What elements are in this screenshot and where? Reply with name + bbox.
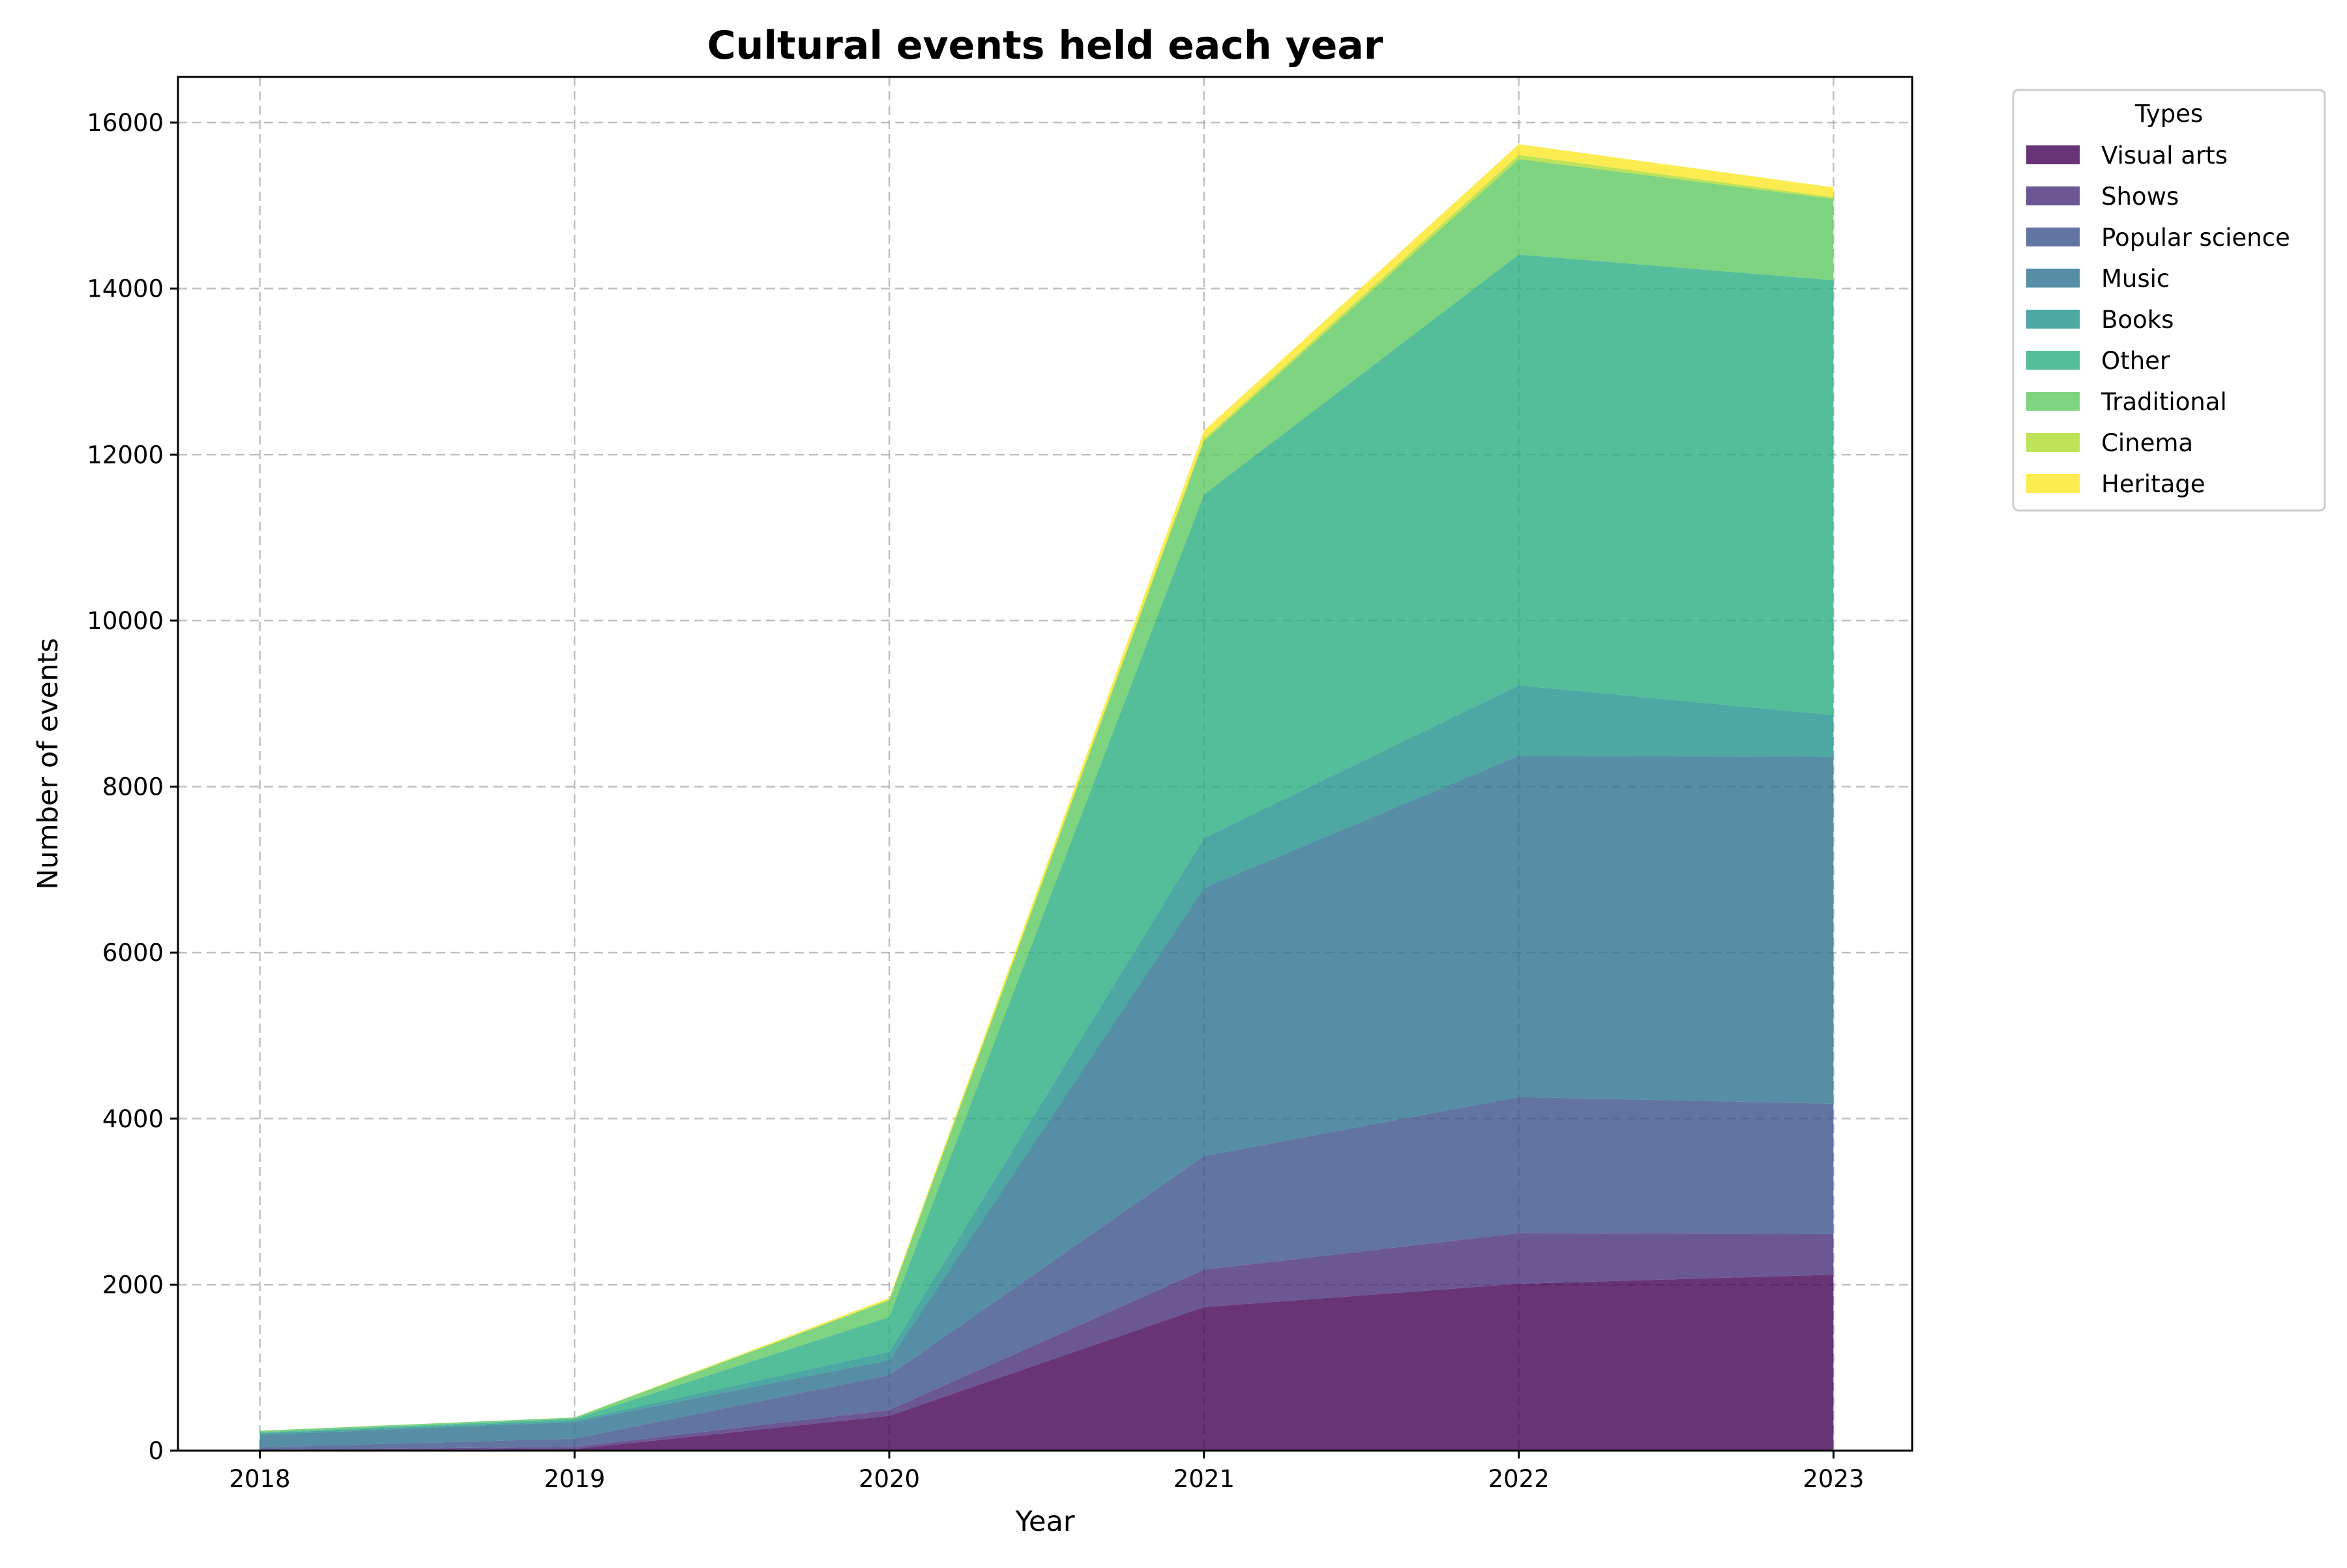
legend-label: Heritage <box>2101 470 2206 498</box>
legend-label: Shows <box>2101 183 2179 211</box>
y-tick-label: 4000 <box>102 1105 164 1133</box>
x-tick-label: 2020 <box>859 1465 920 1493</box>
legend-swatch <box>2026 269 2080 288</box>
area-music <box>259 756 1834 1447</box>
legend-label: Music <box>2101 265 2170 293</box>
x-tick-label: 2022 <box>1488 1465 1549 1493</box>
x-tick-label: 2021 <box>1174 1465 1235 1493</box>
area-popular-science <box>259 1097 1834 1450</box>
x-tick-label: 2018 <box>229 1465 290 1493</box>
x-axis-label: Year <box>1014 1505 1074 1538</box>
plot-frame <box>177 76 1913 1452</box>
x-tick-label: 2023 <box>1803 1465 1864 1493</box>
area-other <box>259 254 1834 1434</box>
y-tick-label: 14000 <box>87 275 164 303</box>
y-tick-label: 2000 <box>102 1271 164 1299</box>
y-tick-label: 8000 <box>102 773 164 801</box>
legend-entries: Visual arts Shows Popular science Music Book… <box>2026 141 2290 498</box>
legend-swatch <box>2026 186 2080 205</box>
y-tick-label: 16000 <box>87 109 164 137</box>
legend-label: Visual arts <box>2101 141 2228 170</box>
legend-label: Other <box>2101 347 2170 375</box>
legend-title: Types <box>2134 100 2203 128</box>
y-tick-label: 6000 <box>102 939 164 967</box>
legend-swatch <box>2026 351 2080 370</box>
y-tick-label: 10000 <box>87 607 164 635</box>
legend-swatch <box>2026 310 2080 329</box>
y-tick-label: 0 <box>148 1437 164 1465</box>
y-tick-label: 12000 <box>87 441 164 469</box>
legend-label: Cinema <box>2101 429 2193 457</box>
x-tick-label: 2019 <box>544 1465 605 1493</box>
legend-swatch <box>2026 228 2080 246</box>
legend-frame <box>2012 89 2326 512</box>
legend-swatch <box>2026 392 2080 411</box>
axis-ticks: 2018 2019 2020 2021 2022 2023 0 2000 4000 6000 800… <box>87 109 1864 1493</box>
chart-title: Cultural events held each year <box>707 23 1383 68</box>
legend-label: Books <box>2101 306 2174 334</box>
area-series <box>259 144 1834 1451</box>
area-visual-arts <box>259 1275 1834 1451</box>
legend-swatch <box>2026 474 2080 493</box>
legend-swatch <box>2026 433 2080 452</box>
legend-label: Traditional <box>2101 388 2227 416</box>
y-axis-label: Number of events <box>32 638 65 889</box>
legend: Types Visual arts Shows Popular science Mus… <box>2012 89 2326 512</box>
area-shows <box>259 1233 1834 1451</box>
legend-label: Popular science <box>2101 224 2290 252</box>
legend-swatch <box>2026 145 2080 164</box>
